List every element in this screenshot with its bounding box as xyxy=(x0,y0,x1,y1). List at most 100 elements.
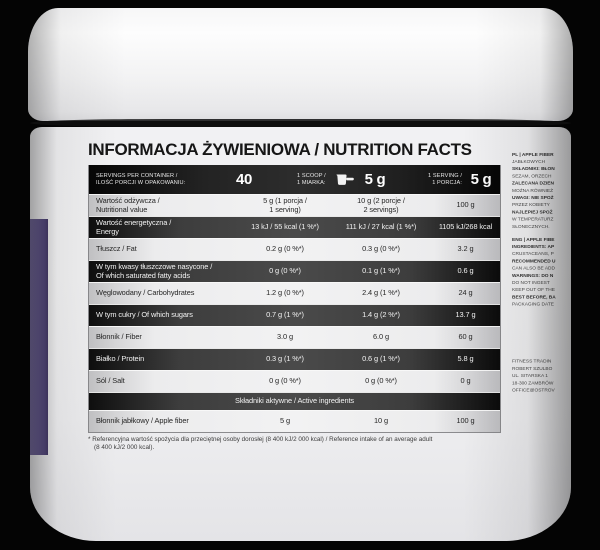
row-label: Błonnik jabłkowy / Apple fiber xyxy=(96,416,189,426)
row-value-col3: 100 g xyxy=(456,416,475,426)
table-row: Wartość energetyczna / Energy 13 kJ / 55 k… xyxy=(89,216,500,238)
jar-lid xyxy=(28,8,573,121)
side-text-line: 18-300 ZAMBRÓW xyxy=(512,380,554,386)
row-label: W tym cukry / Of which sugars xyxy=(96,310,193,320)
row-value-col3: 60 g xyxy=(458,332,473,342)
row-value-col2: 6.0 g xyxy=(373,332,389,342)
table-row: Sól / Salt 0 g (0 %*) 0 g (0 %*) 0 g xyxy=(89,370,500,392)
row-value-col3: 3.2 g xyxy=(457,244,474,254)
row-value-col3: 0 g xyxy=(460,376,471,386)
row-value-col1: 0 g (0 %*) xyxy=(269,266,301,276)
table-row: Białko / Protein 0.3 g (1 %*) 0.6 g (1 %*)… xyxy=(89,348,500,370)
row-value-col1: 3.0 g xyxy=(277,332,293,342)
row-value-col2: 10 g (2 porcje /2 servings) xyxy=(357,195,405,214)
side-text-line: SEZAM, ORZECH xyxy=(512,173,552,179)
table-section-header: Składniki aktywne / Active ingredients xyxy=(89,392,500,410)
side-text-line: FITNESS TRADIN xyxy=(512,358,552,365)
row-value-col2: 0.3 g (0 %*) xyxy=(362,244,400,254)
row-value-col2: 111 kJ / 27 kcal (1 %*) xyxy=(345,222,417,232)
side-text-line: BEST BEFORE, BA xyxy=(512,294,556,300)
row-value-col1: 5 g xyxy=(280,416,290,426)
side-text-line: SŁONECZNYCH. xyxy=(512,223,550,230)
side-text-group: ENG | APPLE FIBE INGREDIENTS: AP CRUSTACEA… xyxy=(512,236,566,308)
row-value-col2: 0.1 g (1 %*) xyxy=(362,266,400,276)
table-row: Wartość odżywcza / Nutritional value 5 g (… xyxy=(89,194,500,216)
table-row: W tym kwasy tłuszczowe nasycone / Of whic… xyxy=(89,260,500,282)
row-value-col1: 0 g (0 %*) xyxy=(269,376,301,386)
servings-per-container-label: SERVINGS PER CONTAINER / ILOŚĆ PORCJI W … xyxy=(96,172,186,186)
measuring-scoop-icon xyxy=(333,173,357,186)
side-text-line: NAJLEPIEJ SPOŻ xyxy=(512,209,553,215)
footnote-line-1: * Referencyjna wartość spożycia dla prze… xyxy=(88,436,433,443)
row-label: Sól / Salt xyxy=(96,376,125,386)
row-label: Tłuszcz / Fat xyxy=(96,244,137,254)
side-text-line: W TEMPERATURZ xyxy=(512,216,554,223)
row-value-col3: 24 g xyxy=(458,288,473,298)
lid-seam xyxy=(30,119,571,127)
row-value-col3: 5.8 g xyxy=(457,354,474,364)
scoop-label: 1 SCOOP / 1 MIARKA: xyxy=(297,172,326,186)
footnote-line-2: (8 400 kJ/2 000 kcal). xyxy=(94,444,155,452)
side-text-line: UL. SITARSKA 1 xyxy=(512,373,548,379)
row-value-col2: 1.4 g (2 %*) xyxy=(362,310,400,320)
row-value-col1: 0.2 g (0 %*) xyxy=(266,244,304,254)
nutrition-table: SERVINGS PER CONTAINER / ILOŚĆ PORCJI W … xyxy=(88,165,501,433)
row-value-col2: 10 g xyxy=(374,416,388,426)
scoop-value: 5 g xyxy=(364,171,386,188)
row-label: Białko / Protein xyxy=(96,354,145,364)
table-row: W tym cukry / Of which sugars 0.7 g (1 %*… xyxy=(89,304,500,326)
serving-value: 5 g xyxy=(470,171,492,188)
side-text-line: ENG | APPLE FIBE xyxy=(512,236,555,243)
side-text-line: PRZEZ KOBIETY xyxy=(512,202,550,208)
nutrition-label: INFORMACJA ŻYWIENIOWA / NUTRITION FACTS … xyxy=(88,140,501,452)
row-value-col1: 5 g (1 porcja /1 serving) xyxy=(263,195,307,214)
side-text-line: PL | APPLE FIBER xyxy=(512,151,554,158)
row-value-col2: 0.6 g (1 %*) xyxy=(362,354,400,364)
table-row: Węglowodany / Carbohydrates 1.2 g (0 %*) 2… xyxy=(89,282,500,304)
row-label: Wartość energetyczna / Energy xyxy=(96,217,172,236)
nutrition-rows: Wartość odżywcza / Nutritional value 5 g (… xyxy=(89,194,500,432)
side-text-line: SKŁADNIKI: BŁON xyxy=(512,166,555,172)
side-info-text: PL | APPLE FIBER JABŁKOWYCH SKŁADNIKI: BŁO… xyxy=(512,151,566,531)
side-text-group: PL | APPLE FIBER JABŁKOWYCH SKŁADNIKI: BŁO… xyxy=(512,151,566,230)
row-value-col3: 0.6 g xyxy=(457,266,474,276)
row-label: Wartość odżywcza / Nutritional value xyxy=(96,195,160,214)
side-text-line: CRUSTACEANS, P xyxy=(512,251,554,257)
section-title: Składniki aktywne / Active ingredients xyxy=(234,396,355,406)
row-label: Węglowodany / Carbohydrates xyxy=(96,288,195,298)
table-header-bar: SERVINGS PER CONTAINER / ILOŚĆ PORCJI W … xyxy=(89,165,500,194)
side-info-lines: PL | APPLE FIBER JABŁKOWYCH SKŁADNIKI: BŁO… xyxy=(512,151,566,394)
row-value-col2: 0 g (0 %*) xyxy=(365,376,397,386)
nutrition-title: INFORMACJA ŻYWIENIOWA / NUTRITION FACTS xyxy=(88,140,472,159)
row-value-col1: 0.7 g (1 %*) xyxy=(266,310,304,320)
row-label: Błonnik / Fiber xyxy=(96,332,142,342)
side-text-line: DO NOT INGEST xyxy=(512,280,550,286)
row-value-col3: 100 g xyxy=(456,200,475,210)
side-text-line: MOŻNA RÓWNIEŻ xyxy=(512,187,554,194)
row-value-col3: 1105 kJ/268 kcal xyxy=(438,222,493,232)
servings-value: 40 xyxy=(235,171,253,188)
row-value-col3: 13.7 g xyxy=(455,310,476,320)
table-row: Tłuszcz / Fat 0.2 g (0 %*) 0.3 g (0 %*) 3.2… xyxy=(89,238,500,260)
row-label: W tym kwasy tłuszczowe nasycone / Of whic… xyxy=(96,261,213,280)
side-text-line: OFFICE@OSTROV xyxy=(512,387,555,393)
side-text-group: FITNESS TRADIN ROBERT SZULBO UL. SITARSKA … xyxy=(512,358,566,394)
serving-label: 1 SERVING / 1 PORCJA: xyxy=(428,172,462,186)
row-value-col1: 13 kJ / 55 kcal (1 %*) xyxy=(251,222,319,232)
side-text-line: KEEP OUT OF THE xyxy=(512,287,555,293)
side-text-line: CAN ALSO BE ADD xyxy=(512,265,555,271)
side-text-line: RECOMMENDED U xyxy=(512,258,556,264)
table-row: Błonnik jabłkowy / Apple fiber 5 g 10 g 100… xyxy=(89,410,500,432)
side-text-line: JABŁKOWYCH xyxy=(512,159,546,165)
row-value-col1: 1.2 g (0 %*) xyxy=(266,288,304,298)
table-row: Błonnik / Fiber 3.0 g 6.0 g 60 g xyxy=(89,326,500,348)
side-text-line: PACKAGING DATE xyxy=(512,301,554,307)
jar-body: INFORMACJA ŻYWIENIOWA / NUTRITION FACTS … xyxy=(30,127,571,541)
side-text-line: UWAGI: NIE SPOŻ xyxy=(512,195,554,201)
row-value-col2: 2.4 g (1 %*) xyxy=(362,288,400,298)
side-text-line: ROBERT SZULBO xyxy=(512,366,553,372)
side-text-line: INGREDIENTS: AP xyxy=(512,244,555,250)
reference-intake-footnote: * Referencyjna wartość spożycia dla prze… xyxy=(88,436,501,452)
accent-strip xyxy=(30,219,48,455)
